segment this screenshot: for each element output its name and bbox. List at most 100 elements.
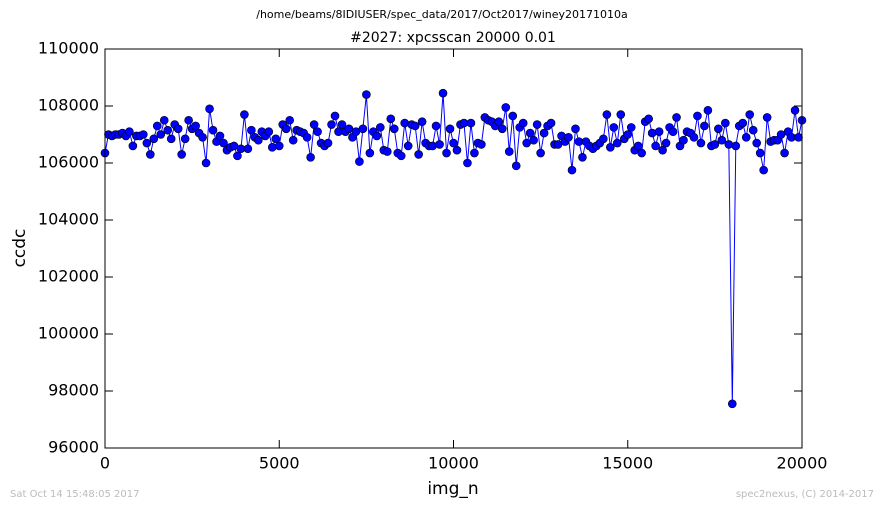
- data-point: [198, 133, 207, 142]
- data-point: [386, 114, 396, 124]
- data-point: [497, 124, 507, 134]
- data-point: [201, 158, 211, 168]
- data-point: [125, 127, 134, 136]
- data-point: [438, 88, 448, 98]
- data-point: [414, 150, 423, 159]
- data-point: [602, 110, 612, 119]
- data-point: [247, 125, 256, 135]
- data-point: [215, 131, 225, 141]
- data-point: [780, 148, 789, 158]
- x-tick-label: 20000: [777, 454, 828, 473]
- data-point: [428, 141, 437, 151]
- data-point: [146, 150, 155, 159]
- data-point: [205, 104, 214, 114]
- data-point: [536, 148, 545, 158]
- data-point: [400, 118, 410, 128]
- data-point: [191, 121, 200, 131]
- data-point: [626, 123, 636, 132]
- data-point: [529, 135, 538, 145]
- data-point: [710, 140, 720, 149]
- data-point: [302, 133, 312, 142]
- data-point: [606, 143, 615, 152]
- data-point: [285, 115, 295, 125]
- data-point: [703, 105, 713, 115]
- data-point: [794, 133, 803, 142]
- data-point: [668, 127, 678, 136]
- data-point: [337, 120, 347, 129]
- data-point: [504, 147, 514, 156]
- data-point: [564, 133, 573, 142]
- data-point: [152, 121, 162, 131]
- x-tick-label: 10000: [428, 454, 479, 473]
- data-point: [661, 138, 671, 148]
- data-point: [330, 111, 340, 121]
- data-point: [128, 141, 138, 151]
- data-point: [159, 115, 169, 125]
- data-point: [578, 153, 587, 162]
- data-point: [166, 134, 176, 144]
- data-point: [612, 138, 622, 148]
- data-point: [372, 131, 382, 141]
- data-point: [274, 141, 284, 151]
- data-point: [647, 128, 657, 138]
- data-point: [738, 118, 748, 128]
- data-point: [403, 141, 413, 151]
- data-point: [470, 148, 479, 158]
- data-point: [508, 111, 518, 121]
- x-tick-label: 5000: [259, 454, 300, 473]
- data-point: [184, 115, 193, 125]
- data-point: [389, 124, 399, 134]
- data-point: [142, 138, 152, 148]
- data-point: [609, 123, 619, 132]
- data-point: [693, 111, 702, 121]
- data-point: [442, 148, 451, 158]
- x-tick-label: 0: [100, 454, 110, 473]
- data-point: [731, 141, 741, 151]
- chart-title: #2027: xpcsscan 20000 0.01: [350, 30, 556, 46]
- data-point: [672, 113, 681, 122]
- data-point: [755, 148, 765, 158]
- data-point: [362, 90, 371, 99]
- data-point: [264, 127, 274, 136]
- y-tick-label: 100000: [38, 324, 99, 343]
- data-point: [532, 120, 542, 129]
- x-tick-label: 15000: [602, 454, 653, 473]
- data-point: [721, 118, 730, 128]
- data-point: [790, 105, 800, 115]
- data-point: [571, 124, 580, 134]
- data-point: [539, 128, 549, 138]
- data-point: [501, 103, 511, 112]
- data-point: [358, 124, 368, 134]
- data-point: [271, 134, 281, 144]
- y-tick-label: 96000: [48, 438, 99, 457]
- data-point: [714, 124, 723, 134]
- data-point: [689, 133, 699, 142]
- data-point: [477, 140, 486, 149]
- data-point: [717, 135, 727, 145]
- data-point: [463, 158, 472, 168]
- data-point: [445, 124, 455, 134]
- data-point: [396, 151, 406, 161]
- data-point: [696, 138, 706, 148]
- data-point: [435, 140, 444, 149]
- data-point: [355, 157, 364, 166]
- data-point: [752, 138, 761, 148]
- data-point: [376, 123, 385, 132]
- data-point: [762, 113, 772, 122]
- suptitle: /home/beams/8IDIUSER/spec_data/2017/Oct2…: [256, 8, 628, 21]
- data-point: [466, 118, 476, 128]
- data-point: [567, 165, 577, 175]
- data-point: [651, 141, 660, 151]
- data-point: [219, 138, 228, 148]
- data-point: [644, 114, 653, 124]
- data-point: [727, 399, 737, 409]
- data-point: [623, 130, 633, 139]
- data-point: [417, 117, 427, 126]
- footer-right: spec2nexus, (C) 2014-2017: [736, 489, 874, 500]
- data-point: [431, 121, 441, 131]
- data-point: [327, 120, 336, 129]
- data-point: [511, 161, 521, 171]
- footer-left: Sat Oct 14 15:48:05 2017: [10, 489, 140, 500]
